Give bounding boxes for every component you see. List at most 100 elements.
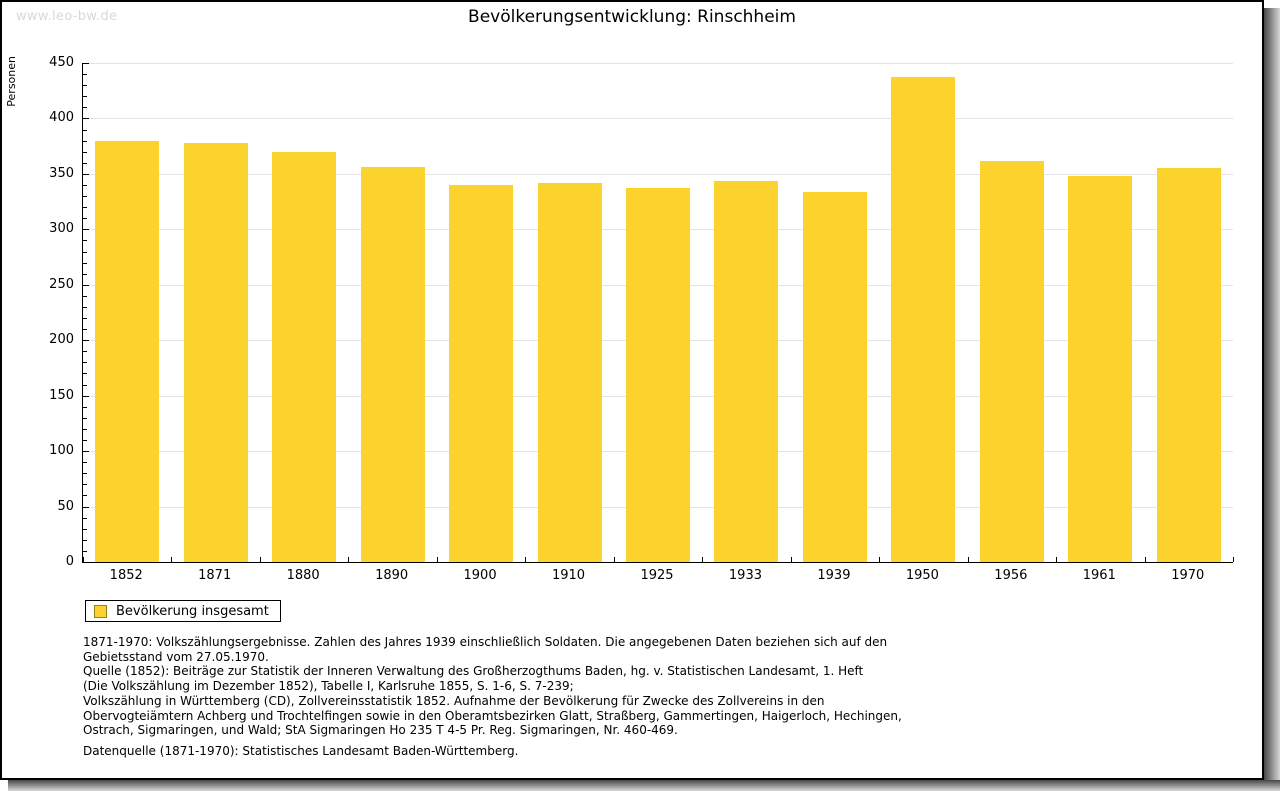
y-major-tick (83, 284, 89, 286)
y-minor-tick (83, 528, 87, 530)
chart-title: Bevölkerungsentwicklung: Rinschheim (468, 7, 796, 27)
source-note-line: Gebietsstand vom 27.05.1970. (83, 649, 269, 664)
y-minor-tick (83, 473, 87, 475)
bar (714, 180, 779, 562)
y-minor-tick (83, 207, 87, 209)
source-notes: 1871-1970: Volkszählungsergebnisse. Zahl… (83, 635, 902, 738)
legend: Bevölkerung insgesamt (85, 600, 281, 622)
y-minor-tick (83, 417, 87, 419)
y-minor-tick (83, 184, 87, 186)
y-minor-tick (83, 329, 87, 331)
bar (626, 188, 690, 562)
x-boundary-tick (879, 557, 881, 562)
y-tick-label: 200 (49, 332, 74, 348)
y-minor-tick (83, 539, 87, 541)
source-note-line: Ostrach, Sigmaringen, und Wald; StA Sigm… (83, 723, 678, 738)
x-boundary-tick (171, 557, 173, 562)
x-boundary-tick (83, 557, 84, 562)
bar (1156, 168, 1221, 562)
legend-label: Bevölkerung insgesamt (116, 603, 269, 619)
y-minor-tick (83, 295, 87, 297)
y-major-tick (83, 229, 89, 231)
drop-shadow-bottom (8, 780, 1280, 791)
gridline (83, 63, 1233, 64)
y-minor-tick (83, 251, 87, 253)
x-tick-label: 1890 (375, 568, 409, 583)
x-tick-label: 1925 (640, 568, 674, 583)
y-minor-tick (83, 318, 87, 320)
bar (802, 191, 867, 562)
watermark: www.leo-bw.de (16, 9, 118, 24)
x-boundary-tick (967, 557, 969, 562)
bar (449, 184, 514, 562)
bar (272, 151, 337, 562)
y-tick-label: 400 (49, 110, 74, 126)
x-boundary-tick (436, 557, 438, 562)
source-note-line: 1871-1970: Volkszählungsergebnisse. Zahl… (83, 635, 888, 649)
x-tick-label: 1900 (463, 568, 497, 583)
y-minor-tick (83, 262, 87, 264)
y-minor-tick (83, 351, 87, 353)
y-minor-tick (83, 517, 87, 519)
y-minor-tick (83, 107, 87, 109)
y-minor-tick (83, 406, 87, 408)
y-tick-label: 350 (49, 165, 74, 181)
x-tick-label: 1970 (1171, 568, 1205, 583)
source-note-line: (Die Volkszählung im Dezember 1852), Tab… (83, 679, 574, 694)
y-minor-tick (83, 550, 87, 552)
y-major-tick (83, 340, 89, 342)
x-boundary-tick (525, 557, 527, 562)
x-boundary-tick (702, 557, 704, 562)
y-minor-tick (83, 151, 87, 153)
x-tick-label: 1939 (817, 568, 851, 583)
y-major-tick (83, 63, 89, 64)
x-boundary-tick (348, 557, 350, 562)
y-tick-label: 450 (49, 55, 74, 70)
y-tick-label: 300 (49, 221, 74, 237)
y-minor-tick (83, 440, 87, 442)
y-tick-label: 50 (57, 498, 74, 514)
y-tick-label: 100 (49, 443, 74, 459)
y-minor-tick (83, 162, 87, 164)
x-boundary-tick (613, 557, 615, 562)
bar (979, 160, 1044, 562)
bar (360, 167, 425, 562)
y-minor-tick (83, 196, 87, 198)
x-tick-label: 1956 (994, 568, 1028, 583)
y-minor-tick (83, 484, 87, 486)
bar (1068, 176, 1133, 562)
y-minor-tick (83, 74, 87, 76)
x-tick-label: 1933 (728, 568, 762, 583)
y-minor-tick (83, 362, 87, 364)
x-tick-label: 1880 (286, 568, 320, 583)
source-note-line: Volkszählung in Württemberg (CD), Zollve… (83, 693, 825, 708)
y-minor-tick (83, 85, 87, 87)
y-minor-tick (83, 373, 87, 375)
x-boundary-tick (259, 557, 261, 562)
bar (891, 77, 956, 562)
source-note-line: Quelle (1852): Beiträge zur Statistik de… (83, 664, 864, 679)
y-tick-label: 0 (65, 554, 74, 569)
x-boundary-tick (1144, 557, 1146, 562)
bar (183, 142, 248, 562)
y-major-tick (83, 118, 89, 120)
x-tick-label: 1871 (198, 568, 232, 583)
y-tick-label: 250 (49, 276, 74, 292)
plot-area (82, 63, 1234, 563)
datasource-note: Datenquelle (1871-1970): Statistisches L… (83, 744, 519, 758)
y-tick-label: 150 (49, 387, 74, 403)
y-minor-tick (83, 240, 87, 242)
y-minor-tick (83, 428, 87, 430)
bar (95, 140, 160, 562)
x-tick-label: 1961 (1082, 568, 1116, 583)
legend-swatch (94, 604, 107, 618)
y-major-tick (83, 395, 89, 397)
source-note-line: Obervogteiämtern Achberg und Trochtelfin… (83, 708, 902, 723)
y-minor-tick (83, 306, 87, 308)
gridline (83, 118, 1233, 120)
y-minor-tick (83, 273, 87, 275)
y-minor-tick (83, 218, 87, 220)
y-minor-tick (83, 384, 87, 386)
y-major-tick (83, 451, 89, 453)
chart-frame: www.leo-bw.de Bevölkerungsentwicklung: R… (0, 0, 1264, 780)
